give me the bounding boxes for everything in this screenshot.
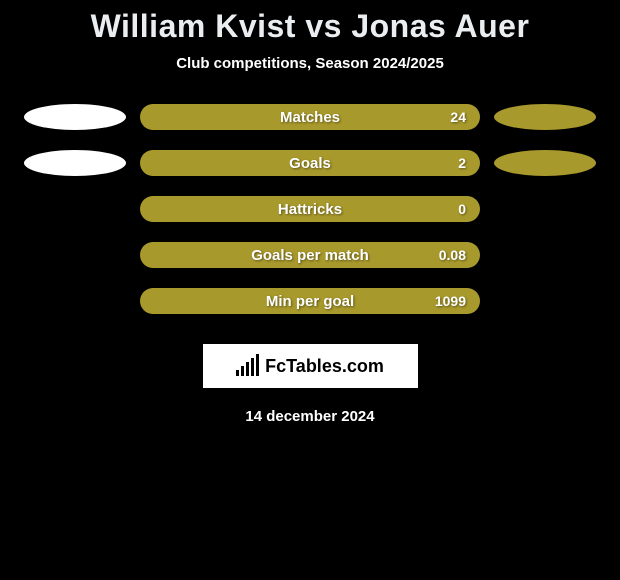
brand-chart-icon <box>236 356 259 376</box>
stat-label: Hattricks <box>278 201 342 218</box>
stat-pill: Hattricks 0 <box>140 196 480 222</box>
brand-badge[interactable]: FcTables.com <box>203 344 418 388</box>
stat-pill: Goals per match 0.08 <box>140 242 480 268</box>
brand-bar <box>256 354 259 376</box>
stat-row: Goals per match 0.08 <box>10 242 610 268</box>
right-spacer <box>494 196 596 222</box>
right-ellipse <box>494 104 596 130</box>
stat-pill: Matches 24 <box>140 104 480 130</box>
stat-label: Goals <box>289 155 331 172</box>
left-ellipse <box>24 150 126 176</box>
brand-bar <box>236 370 239 376</box>
stat-label: Goals per match <box>251 247 369 264</box>
left-ellipse <box>24 104 126 130</box>
stat-value: 0 <box>458 201 466 217</box>
stat-value: 0.08 <box>439 247 466 263</box>
comparison-card: William Kvist vs Jonas Auer Club competi… <box>0 0 620 425</box>
left-spacer <box>24 196 126 222</box>
stat-label: Matches <box>280 109 340 126</box>
stat-value: 24 <box>450 109 466 125</box>
brand-text: FcTables.com <box>265 356 384 377</box>
stat-row: Goals 2 <box>10 150 610 176</box>
stat-pill: Goals 2 <box>140 150 480 176</box>
brand-bar <box>251 358 254 376</box>
stat-pill: Min per goal 1099 <box>140 288 480 314</box>
brand-bar <box>241 366 244 376</box>
subtitle: Club competitions, Season 2024/2025 <box>176 55 444 72</box>
stat-value: 2 <box>458 155 466 171</box>
date-label: 14 december 2024 <box>245 408 374 425</box>
right-spacer <box>494 288 596 314</box>
stat-row: Min per goal 1099 <box>10 288 610 314</box>
stat-row: Hattricks 0 <box>10 196 610 222</box>
stat-row: Matches 24 <box>10 104 610 130</box>
right-spacer <box>494 242 596 268</box>
stat-value: 1099 <box>435 293 466 309</box>
left-spacer <box>24 288 126 314</box>
right-ellipse <box>494 150 596 176</box>
stat-rows: Matches 24 Goals 2 Hattricks 0 Goals per match… <box>0 104 620 314</box>
left-spacer <box>24 242 126 268</box>
page-title: William Kvist vs Jonas Auer <box>91 8 530 45</box>
brand-bar <box>246 362 249 376</box>
stat-label: Min per goal <box>266 293 354 310</box>
